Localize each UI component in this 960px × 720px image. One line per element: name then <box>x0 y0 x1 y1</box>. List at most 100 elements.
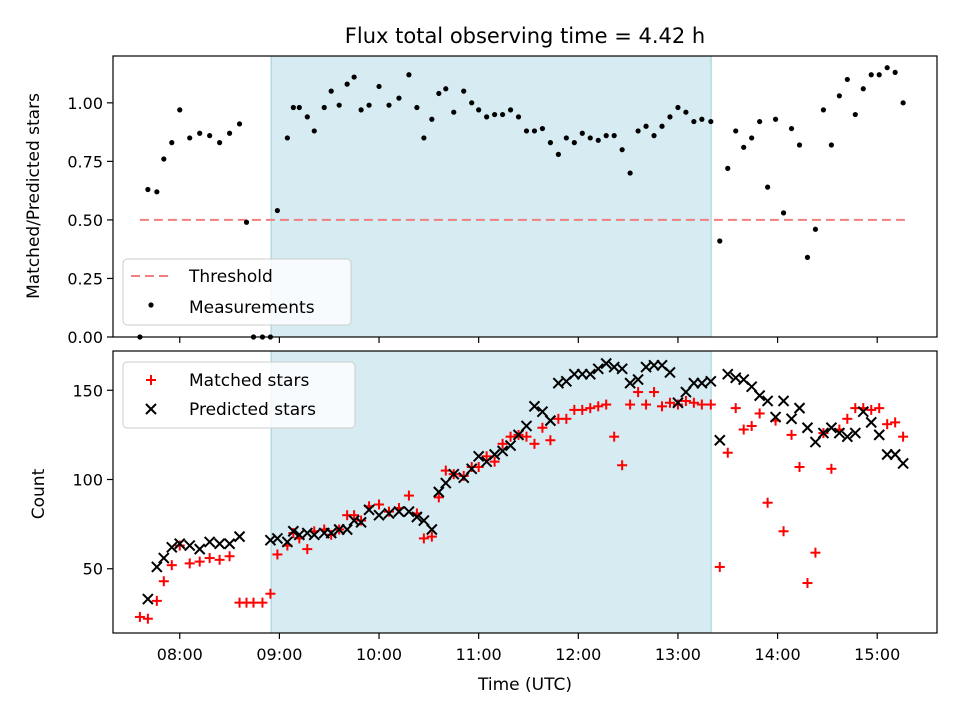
matched-star-point <box>497 438 508 449</box>
matched-star-point <box>762 497 773 508</box>
measurement-point <box>772 116 779 122</box>
measurement-point <box>274 207 281 214</box>
measurement-point <box>217 140 223 146</box>
measurement-point <box>469 100 475 106</box>
predicted-star-stroke-b <box>472 450 485 463</box>
measurement-point <box>571 140 577 146</box>
matched-star-point <box>826 463 837 474</box>
measurement-point <box>145 186 151 193</box>
matched-star-point <box>680 395 691 406</box>
measurement-point <box>236 121 243 127</box>
predicted-star-stroke-b <box>166 541 178 554</box>
matched-star-point <box>458 470 469 481</box>
predicted-star-stroke-b <box>785 413 798 425</box>
top-ytick-label-0: 0.00 <box>67 328 103 347</box>
predicted-star-point <box>672 397 684 409</box>
predicted-star-point <box>865 416 877 429</box>
predicted-star-point <box>465 463 478 475</box>
predicted-star-point <box>714 434 726 446</box>
matched-star-point <box>204 553 215 564</box>
predicted-star-point <box>761 395 774 407</box>
measurement-point <box>321 104 327 111</box>
predicted-star-point <box>287 525 300 537</box>
predicted-star-stroke-b <box>705 375 717 388</box>
measurement-point <box>344 81 350 87</box>
measurement-point <box>683 109 689 115</box>
measurement-point <box>635 128 641 134</box>
predicted-star-stroke-b <box>833 427 846 439</box>
measurement-point <box>311 128 317 134</box>
predicted-star-point <box>264 534 277 546</box>
predicted-star-stroke-b <box>151 561 163 573</box>
top-ylabel: Matched/Predicted stars <box>24 93 44 299</box>
measurement-point <box>852 111 858 118</box>
matched-star-point <box>874 403 885 414</box>
matched-star-point <box>649 387 660 398</box>
matched-star-point <box>194 556 205 567</box>
predicted-star-stroke-b <box>158 552 170 564</box>
measurement-point <box>539 125 546 132</box>
predicted-star-stroke-b <box>520 420 533 432</box>
measurement-point <box>667 114 673 120</box>
measurement-point <box>396 95 402 101</box>
predicted-star-stroke-b <box>512 429 525 441</box>
bottom-ytick-label-2: 150 <box>72 381 103 400</box>
measurement-point <box>406 72 412 78</box>
predicted-star-point <box>536 405 549 418</box>
matched-star-point <box>794 462 805 473</box>
matched-star-point <box>617 460 628 471</box>
legend-predicted-label: Predicted stars <box>189 400 316 420</box>
predicted-star-point <box>616 363 628 375</box>
matched-star-point <box>593 401 604 412</box>
predicted-star-point <box>383 507 395 520</box>
measurement-point <box>451 109 457 115</box>
measurement-point <box>691 118 697 125</box>
predicted-star-stroke-b <box>281 536 294 548</box>
matched-star-point <box>672 399 683 410</box>
measurement-point <box>757 118 763 125</box>
predicted-star-stroke-b <box>640 361 652 373</box>
predicted-star-stroke-b <box>600 357 612 370</box>
predicted-star-point <box>151 561 163 573</box>
measurement-point <box>579 130 585 136</box>
measurement-point <box>627 170 633 176</box>
matched-star-point <box>356 515 367 526</box>
predicted-star-point <box>801 422 814 434</box>
predicted-star-stroke-b <box>528 400 541 413</box>
predicted-star-stroke-b <box>696 377 708 389</box>
predicted-star-point <box>373 509 385 521</box>
predicted-star-stroke-b <box>348 514 360 527</box>
matched-star-point <box>214 554 225 565</box>
matched-star-point <box>882 419 893 430</box>
predicted-star-point <box>512 429 525 441</box>
top-chart-title: Flux total observing time = 4.42 h <box>345 24 705 48</box>
measurement-point <box>336 102 342 108</box>
measurement-point <box>284 135 290 141</box>
predicted-star-point <box>355 516 367 529</box>
predicted-star-point <box>722 368 734 380</box>
predicted-star-point <box>817 427 830 439</box>
measurement-point <box>828 142 834 148</box>
predicted-star-stroke-b <box>769 411 782 423</box>
predicted-star-stroke-b <box>418 514 430 527</box>
predicted-star-stroke-b <box>552 377 565 389</box>
matched-star-point <box>151 595 162 606</box>
matched-star-point <box>641 399 652 410</box>
matched-star-point <box>349 510 360 521</box>
xtick-label-1: 09:00 <box>256 645 302 664</box>
predicted-star-point <box>520 420 533 432</box>
predicted-star-stroke-b <box>426 523 438 536</box>
predicted-star-stroke-b <box>142 593 154 605</box>
matched-star-point <box>272 549 283 560</box>
matched-star-point <box>433 492 444 503</box>
predicted-star-stroke-b <box>793 402 806 414</box>
predicted-star-stroke-b <box>341 523 353 536</box>
top-legend: Threshold Measurements <box>122 258 352 326</box>
top-panel: 0.00 0.25 0.50 0.75 1.00 Matched/Predicted s… <box>24 55 938 347</box>
predicted-star-point <box>174 538 186 550</box>
matched-star-point <box>142 613 153 624</box>
predicted-star-stroke-b <box>584 368 596 380</box>
matched-star-point <box>810 547 821 558</box>
measurement-point <box>804 254 811 260</box>
predicted-star-point <box>592 363 604 375</box>
